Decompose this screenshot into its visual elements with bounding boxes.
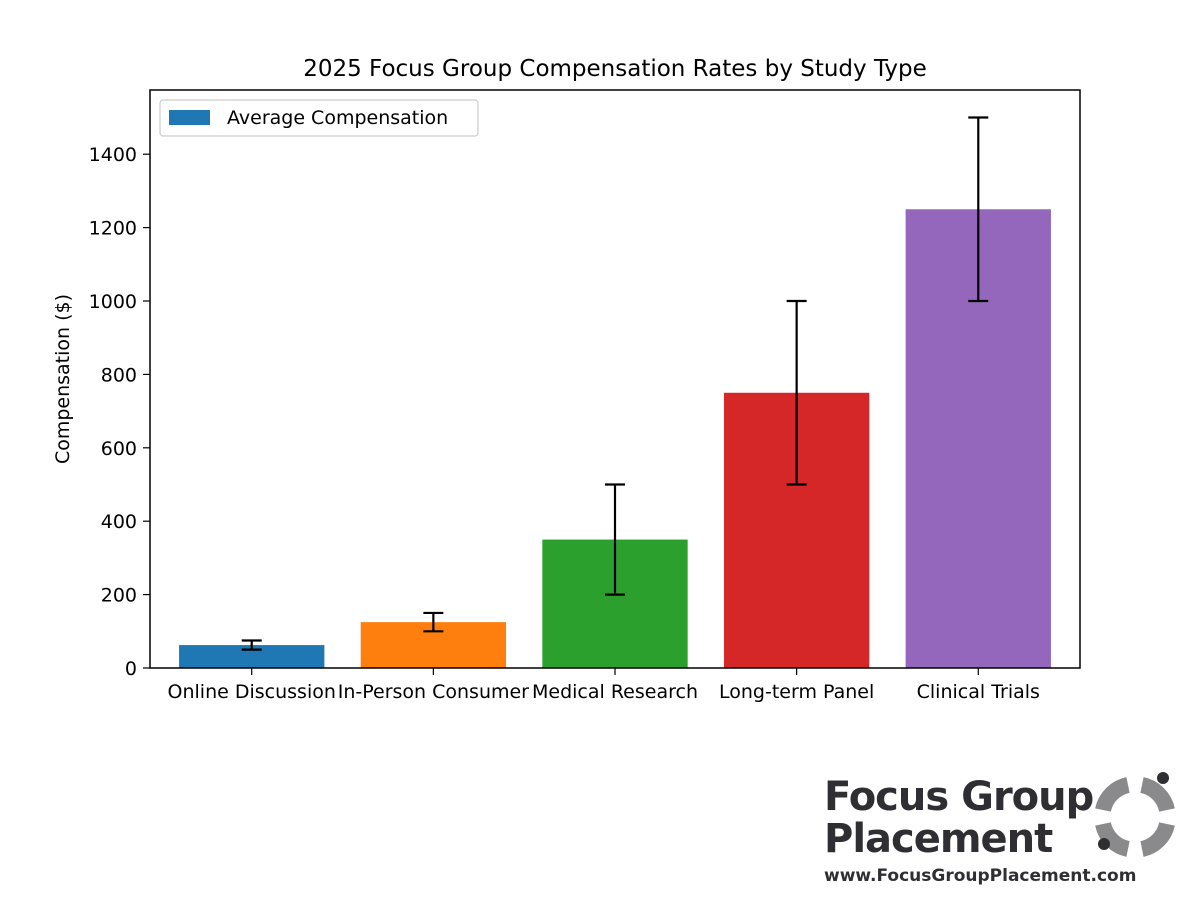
y-tick-label-7: 1400 xyxy=(89,144,137,166)
error-bar-0 xyxy=(241,639,262,651)
y-tick-label-6: 1200 xyxy=(89,218,137,240)
chart-title: 2025 Focus Group Compensation Rates by S… xyxy=(303,56,927,82)
bars xyxy=(179,209,1051,668)
legend-label: Average Compensation xyxy=(227,107,448,129)
error-bar-2 xyxy=(605,483,625,596)
x-tick-label-3: Long-term Panel xyxy=(719,681,874,703)
y-axis-label: Compensation ($) xyxy=(52,294,74,464)
legend: Average Compensation xyxy=(159,99,479,137)
error-bars xyxy=(241,116,989,651)
x-tick-label-0: Online Discussion xyxy=(168,681,336,703)
y-tick-label-2: 400 xyxy=(101,511,137,533)
logo-url: www.FocusGroupPlacement.com xyxy=(824,866,1137,886)
logo-text-line1: Focus Group xyxy=(824,774,1094,820)
plot-frame xyxy=(149,89,1081,669)
brand-logo: Focus Group Placement www.FocusGroupPlac… xyxy=(822,772,1182,897)
chart: 2025 Focus Group Compensation Rates by S… xyxy=(52,56,1081,703)
y-axis-ticks: 0 200 400 600 800 1000 1200 1400 xyxy=(89,144,150,680)
error-bar-4 xyxy=(968,116,989,303)
x-tick-label-4: Clinical Trials xyxy=(917,681,1040,703)
y-tick-label-3: 600 xyxy=(101,438,137,460)
legend-box xyxy=(159,99,479,137)
x-tick-label-2: Medical Research xyxy=(532,681,698,703)
logo-ring-icon xyxy=(1095,772,1175,857)
error-bar-1 xyxy=(423,611,444,633)
y-tick-label-0: 0 xyxy=(125,658,137,680)
error-bar-3 xyxy=(786,299,807,486)
y-tick-label-1: 200 xyxy=(101,585,137,607)
logo-text-line2: Placement xyxy=(824,816,1053,862)
x-axis-ticks: Online Discussion In-Person Consumer Medic… xyxy=(168,668,1040,703)
y-tick-label-5: 1000 xyxy=(89,291,137,313)
bar-0 xyxy=(179,645,325,668)
legend-swatch xyxy=(169,110,210,125)
x-tick-label-1: In-Person Consumer xyxy=(338,681,529,703)
y-tick-label-4: 800 xyxy=(101,364,137,386)
